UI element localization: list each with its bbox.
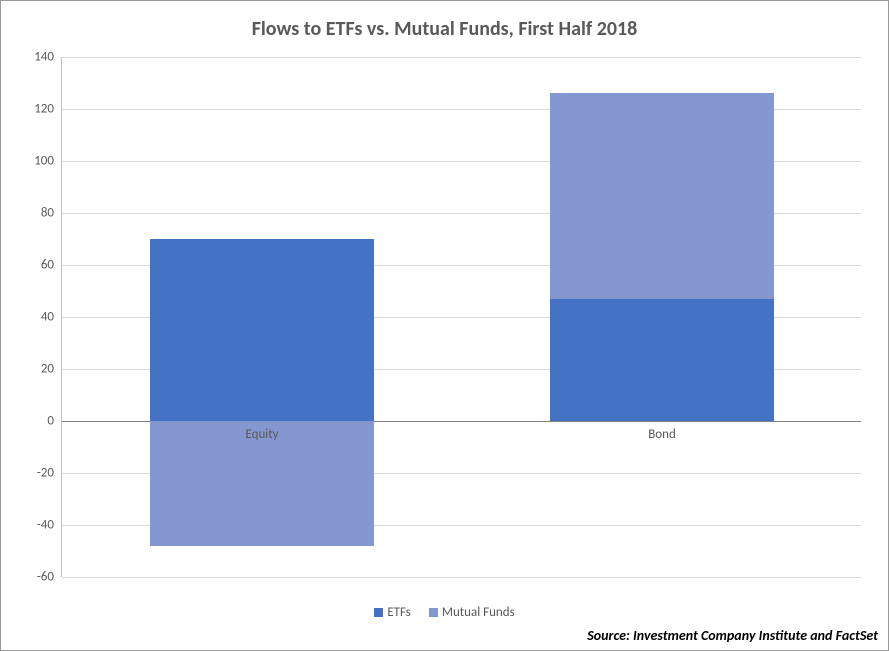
x-category-label: Bond xyxy=(648,427,676,442)
y-tick-label: 80 xyxy=(41,206,62,221)
plot-area: -60-40-20020406080100120140EquityBond xyxy=(61,57,861,577)
chart-title: Flows to ETFs vs. Mutual Funds, First Ha… xyxy=(1,17,888,41)
legend-swatch xyxy=(374,608,383,617)
y-tick-label: 40 xyxy=(41,310,62,325)
y-tick-label: -60 xyxy=(37,570,62,585)
x-category-label: Equity xyxy=(245,427,278,442)
gridline xyxy=(62,57,861,58)
y-tick-label: -20 xyxy=(37,466,62,481)
y-tick-label: 140 xyxy=(34,50,62,65)
legend-swatch xyxy=(429,608,438,617)
y-tick-label: 60 xyxy=(41,258,62,273)
y-tick-label: 0 xyxy=(47,414,62,429)
legend-item: ETFs xyxy=(374,605,411,620)
bar-segment xyxy=(550,93,774,298)
bar-segment xyxy=(550,299,774,421)
legend-label: Mutual Funds xyxy=(442,605,515,620)
source-note: Source: Investment Company Institute and… xyxy=(587,627,878,644)
y-tick-label: -40 xyxy=(37,518,62,533)
legend: ETFs Mutual Funds xyxy=(1,605,888,620)
y-tick-label: 100 xyxy=(34,154,62,169)
chart-container: Flows to ETFs vs. Mutual Funds, First Ha… xyxy=(0,0,889,651)
y-tick-label: 120 xyxy=(34,102,62,117)
legend-item: Mutual Funds xyxy=(429,605,515,620)
legend-label: ETFs xyxy=(387,605,411,620)
gridline xyxy=(62,577,861,578)
y-tick-label: 20 xyxy=(41,362,62,377)
bar-segment xyxy=(150,239,374,421)
